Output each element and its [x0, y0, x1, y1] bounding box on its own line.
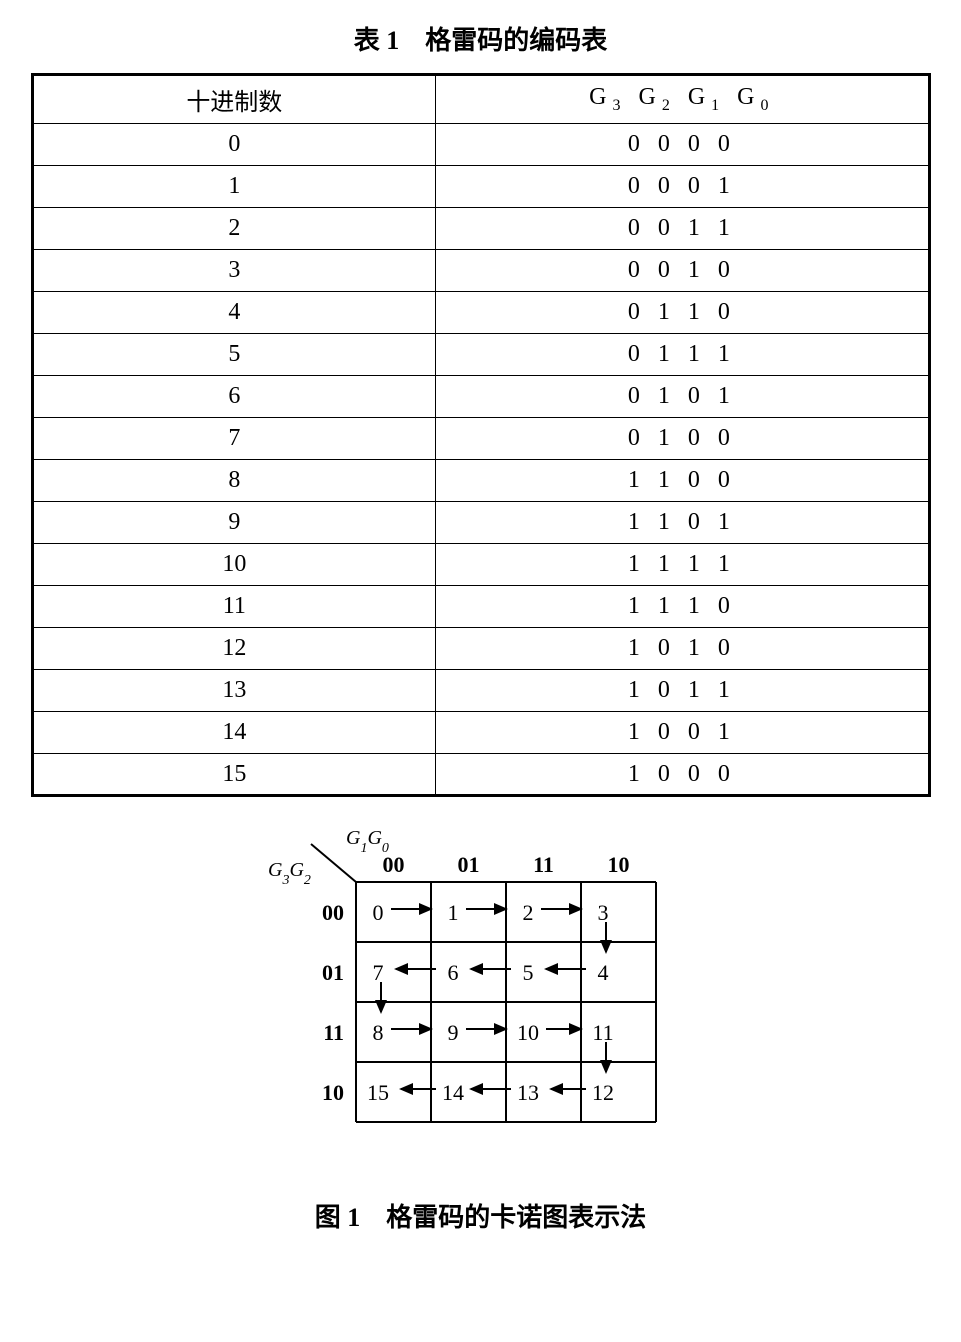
table-row: 141 0 0 1	[32, 712, 929, 754]
svg-text:01: 01	[457, 852, 479, 877]
cell-code: 0 1 1 1	[436, 334, 929, 376]
svg-text:11: 11	[323, 1020, 344, 1045]
cell-code: 1 0 0 0	[436, 754, 929, 796]
svg-text:4: 4	[597, 960, 608, 985]
cell-decimal: 2	[32, 208, 436, 250]
table-header-row: 十进制数 G3 G2 G1 G0	[32, 75, 929, 124]
cell-code: 0 1 1 0	[436, 292, 929, 334]
cell-decimal: 11	[32, 586, 436, 628]
svg-text:6: 6	[447, 960, 458, 985]
cell-decimal: 1	[32, 166, 436, 208]
header-decimal: 十进制数	[32, 75, 436, 124]
cell-decimal: 12	[32, 628, 436, 670]
svg-text:7: 7	[372, 960, 383, 985]
table-row: 10 0 0 1	[32, 166, 929, 208]
cell-decimal: 14	[32, 712, 436, 754]
table-caption: 表 1 格雷码的编码表	[20, 20, 941, 57]
cell-decimal: 13	[32, 670, 436, 712]
svg-text:15: 15	[367, 1080, 389, 1105]
cell-code: 1 1 0 0	[436, 460, 929, 502]
table-row: 00 0 0 0	[32, 124, 929, 166]
svg-text:14: 14	[442, 1080, 464, 1105]
table-row: 91 1 0 1	[32, 502, 929, 544]
svg-text:3: 3	[597, 900, 608, 925]
cell-decimal: 0	[32, 124, 436, 166]
table-row: 70 1 0 0	[32, 418, 929, 460]
cell-code: 1 0 0 1	[436, 712, 929, 754]
header-code: G3 G2 G1 G0	[436, 75, 929, 124]
svg-text:1: 1	[447, 900, 458, 925]
svg-text:10: 10	[517, 1020, 539, 1045]
cell-code: 0 1 0 1	[436, 376, 929, 418]
cell-decimal: 9	[32, 502, 436, 544]
table-row: 81 1 0 0	[32, 460, 929, 502]
svg-text:12: 12	[592, 1080, 614, 1105]
cell-decimal: 6	[32, 376, 436, 418]
cell-decimal: 3	[32, 250, 436, 292]
table-row: 131 0 1 1	[32, 670, 929, 712]
table-row: 121 0 1 0	[32, 628, 929, 670]
table-row: 20 0 1 1	[32, 208, 929, 250]
svg-text:5: 5	[522, 960, 533, 985]
svg-text:10: 10	[322, 1080, 344, 1105]
cell-decimal: 10	[32, 544, 436, 586]
table-row: 30 0 1 0	[32, 250, 929, 292]
cell-code: 1 0 1 0	[436, 628, 929, 670]
svg-text:10: 10	[607, 852, 629, 877]
table-row: 60 1 0 1	[32, 376, 929, 418]
cell-code: 1 0 1 1	[436, 670, 929, 712]
kmap-svg: G1G0G3G200011110000111100123765489101115…	[266, 827, 696, 1147]
cell-decimal: 15	[32, 754, 436, 796]
table-row: 50 1 1 1	[32, 334, 929, 376]
cell-code: 1 1 1 1	[436, 544, 929, 586]
svg-text:G3G2: G3G2	[268, 859, 311, 888]
cell-code: 0 0 1 0	[436, 250, 929, 292]
table-row: 101 1 1 1	[32, 544, 929, 586]
kmap-container: G1G0G3G200011110000111100123765489101115…	[231, 827, 731, 1187]
table-row: 40 1 1 0	[32, 292, 929, 334]
gray-code-table: 十进制数 G3 G2 G1 G0 00 0 0 010 0 0 120 0 1 …	[31, 73, 931, 797]
table-row: 151 0 0 0	[32, 754, 929, 796]
cell-code: 0 0 0 0	[436, 124, 929, 166]
svg-text:2: 2	[522, 900, 533, 925]
cell-code: 0 1 0 0	[436, 418, 929, 460]
cell-code: 1 1 0 1	[436, 502, 929, 544]
svg-text:11: 11	[533, 852, 554, 877]
table-row: 111 1 1 0	[32, 586, 929, 628]
cell-code: 1 1 1 0	[436, 586, 929, 628]
svg-text:9: 9	[447, 1020, 458, 1045]
svg-text:01: 01	[322, 960, 344, 985]
cell-decimal: 4	[32, 292, 436, 334]
cell-decimal: 8	[32, 460, 436, 502]
cell-decimal: 7	[32, 418, 436, 460]
cell-code: 0 0 0 1	[436, 166, 929, 208]
cell-decimal: 5	[32, 334, 436, 376]
cell-code: 0 0 1 1	[436, 208, 929, 250]
figure-caption: 图 1 格雷码的卡诺图表示法	[20, 1197, 941, 1234]
svg-text:00: 00	[382, 852, 404, 877]
svg-text:8: 8	[372, 1020, 383, 1045]
svg-text:11: 11	[592, 1020, 613, 1045]
svg-text:13: 13	[517, 1080, 539, 1105]
svg-text:00: 00	[322, 900, 344, 925]
svg-text:0: 0	[372, 900, 383, 925]
